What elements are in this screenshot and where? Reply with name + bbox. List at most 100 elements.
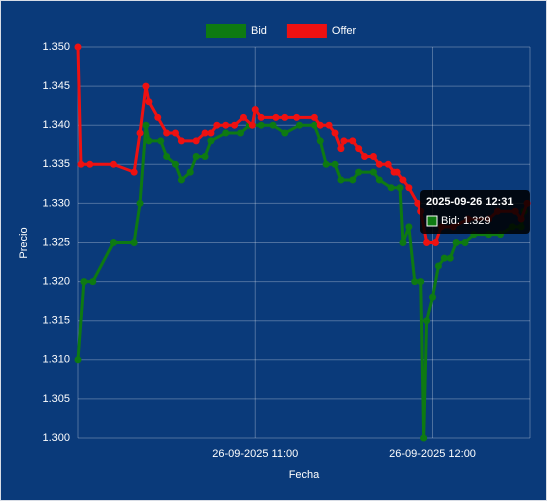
data-point xyxy=(236,129,244,137)
legend-label: Offer xyxy=(332,25,357,37)
data-point xyxy=(77,160,85,168)
data-point xyxy=(142,121,150,129)
data-point xyxy=(251,106,259,114)
data-point xyxy=(446,254,454,262)
data-point xyxy=(145,137,153,145)
data-point xyxy=(461,239,469,246)
y-tick-label: 1.325 xyxy=(42,236,70,248)
data-point xyxy=(157,137,165,145)
data-point xyxy=(192,152,200,160)
data-point xyxy=(399,176,407,184)
data-point xyxy=(293,113,301,121)
data-point xyxy=(213,121,221,129)
data-point xyxy=(222,129,230,137)
data-point xyxy=(423,317,431,325)
y-tick-label: 1.340 xyxy=(42,119,70,131)
data-point xyxy=(89,278,97,286)
data-point xyxy=(434,262,442,270)
y-tick-label: 1.350 xyxy=(42,41,70,53)
data-point xyxy=(337,145,345,153)
data-point xyxy=(136,129,144,137)
data-point xyxy=(272,113,280,121)
data-point xyxy=(405,223,413,231)
data-point xyxy=(361,152,369,160)
data-point xyxy=(349,137,357,145)
data-point xyxy=(322,160,330,168)
y-tick-label: 1.335 xyxy=(42,158,70,170)
data-point xyxy=(109,160,117,168)
data-point xyxy=(201,152,209,160)
tooltip-label: Bid: 1.329 xyxy=(441,215,491,227)
data-point xyxy=(355,168,363,176)
data-point xyxy=(399,239,407,246)
data-point xyxy=(171,160,179,168)
data-point xyxy=(452,239,460,246)
data-point xyxy=(86,160,94,168)
data-point xyxy=(411,278,419,286)
data-point xyxy=(375,176,383,184)
data-point xyxy=(163,152,171,160)
data-point xyxy=(375,160,383,168)
tooltip-title: 2025-09-26 12:31 xyxy=(426,196,513,208)
x-axis-label: Fecha xyxy=(289,469,320,481)
data-point xyxy=(355,145,363,153)
data-point xyxy=(130,239,138,246)
data-point xyxy=(171,129,179,137)
data-point xyxy=(257,113,265,121)
data-point xyxy=(80,278,88,286)
data-point xyxy=(405,184,413,192)
data-point xyxy=(145,98,153,106)
data-point xyxy=(429,293,437,301)
y-tick-label: 1.300 xyxy=(42,432,70,444)
data-point xyxy=(369,168,377,176)
data-point xyxy=(310,113,318,121)
y-tick-label: 1.345 xyxy=(42,80,70,92)
legend-label: Bid xyxy=(251,25,267,37)
data-point xyxy=(384,160,392,168)
data-point xyxy=(325,121,333,129)
data-point xyxy=(177,137,185,145)
data-point xyxy=(423,239,431,246)
data-point xyxy=(337,176,345,184)
data-point xyxy=(74,43,82,51)
data-point xyxy=(431,239,439,246)
x-tick-label: 26-09-2025 12:00 xyxy=(389,448,476,460)
data-point xyxy=(239,113,247,121)
data-point xyxy=(414,199,422,207)
data-point xyxy=(248,121,256,129)
data-point xyxy=(349,176,357,184)
y-tick-label: 1.310 xyxy=(42,354,70,366)
y-axis-label: Precio xyxy=(18,227,30,258)
data-point xyxy=(201,129,209,137)
y-tick-label: 1.330 xyxy=(42,197,70,209)
data-point xyxy=(369,152,377,160)
data-point xyxy=(316,137,324,145)
data-point xyxy=(207,129,215,137)
data-point xyxy=(177,176,185,184)
data-point xyxy=(231,121,239,129)
data-point xyxy=(192,137,200,145)
data-point xyxy=(296,121,304,129)
y-tick-label: 1.315 xyxy=(42,315,70,327)
data-point xyxy=(74,356,82,364)
data-point xyxy=(281,129,289,137)
data-point xyxy=(257,121,265,129)
tooltip-swatch xyxy=(426,215,438,227)
data-point xyxy=(186,168,194,176)
data-point xyxy=(331,160,339,168)
data-point xyxy=(222,121,230,129)
data-point xyxy=(281,113,289,121)
data-point xyxy=(396,184,404,192)
x-tick-label: 26-09-2025 11:00 xyxy=(212,448,298,460)
legend-swatch xyxy=(286,24,327,38)
data-point xyxy=(420,434,428,442)
data-point xyxy=(340,137,348,145)
data-point xyxy=(393,168,401,176)
data-point xyxy=(142,82,150,90)
tooltip-box xyxy=(420,190,530,234)
data-point xyxy=(269,121,277,129)
data-point xyxy=(154,113,162,121)
data-point xyxy=(109,239,117,246)
